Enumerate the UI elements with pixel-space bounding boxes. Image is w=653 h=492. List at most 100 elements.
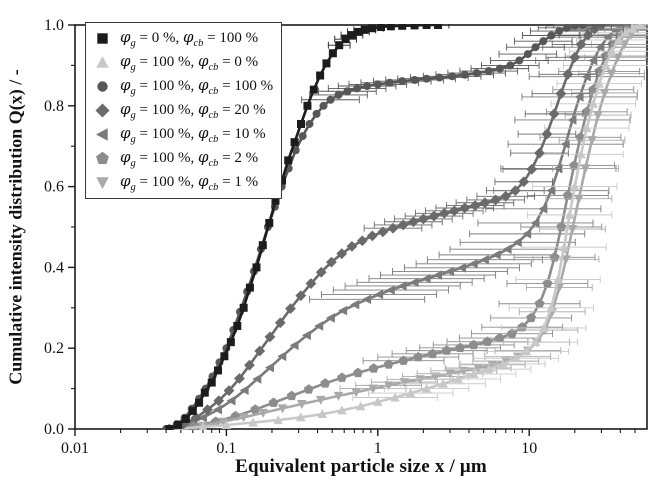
legend-label: φg = 100 %, φcb = 20 % — [120, 99, 266, 121]
data-marker-circle — [515, 56, 524, 65]
data-marker-triangle-up — [198, 421, 208, 430]
data-marker-triangle-down — [567, 225, 578, 235]
data-marker-triangle-down — [561, 255, 571, 265]
data-marker-diamond — [490, 194, 502, 206]
data-marker-triangle-down — [315, 395, 326, 405]
data-marker-triangle-up — [273, 415, 284, 425]
data-marker-diamond — [500, 190, 512, 202]
data-marker-triangle-left — [588, 55, 598, 66]
data-marker-square — [188, 406, 197, 415]
data-marker-diamond — [555, 88, 567, 100]
data-marker-circle — [555, 27, 564, 36]
data-marker-triangle-left — [374, 289, 384, 300]
y-tick-label: 1.0 — [44, 17, 64, 34]
y-tick-label: 0.6 — [44, 179, 64, 196]
data-marker-pentagon — [581, 106, 592, 117]
data-marker-diamond — [562, 68, 574, 80]
data-marker-triangle-up — [317, 409, 328, 419]
data-marker-pentagon — [526, 312, 537, 323]
data-marker-triangle-down — [473, 363, 483, 373]
data-marker-pentagon — [427, 348, 438, 359]
legend-item-g100-cb100: φg = 100 %, φcb = 100 % — [95, 75, 281, 98]
data-marker-square — [398, 24, 407, 30]
data-marker-triangle-left — [385, 285, 395, 295]
data-marker-triangle-left — [362, 294, 372, 305]
legend-marker-pentagon-icon — [96, 151, 109, 165]
data-marker-diamond — [526, 163, 538, 175]
data-marker-diamond — [469, 200, 481, 211]
data-marker-circle — [373, 80, 382, 89]
data-marker-square — [328, 49, 337, 58]
data-marker-pentagon — [383, 359, 394, 369]
data-marker-triangle-up — [546, 302, 557, 312]
data-marker-square — [303, 101, 312, 110]
data-marker-triangle-left — [409, 277, 419, 288]
data-marker-triangle-down — [415, 375, 425, 385]
data-marker-triangle-down — [277, 404, 288, 414]
data-marker-square — [290, 138, 299, 147]
data-marker-triangle-up — [594, 78, 604, 88]
data-marker-triangle-down — [218, 417, 228, 427]
data-marker-circle — [319, 101, 328, 110]
data-marker-circle — [343, 87, 352, 96]
data-marker-triangle-up — [564, 209, 575, 219]
data-marker-triangle-up — [483, 364, 494, 374]
data-marker-triangle-left — [546, 185, 556, 196]
data-marker-square — [335, 41, 344, 50]
data-marker-circle — [472, 69, 481, 78]
y-tick-label: 0.4 — [44, 259, 64, 276]
data-marker-triangle-up — [295, 412, 306, 422]
data-marker-diamond — [356, 235, 368, 247]
data-marker-circle — [563, 24, 572, 32]
data-marker-square — [341, 35, 350, 44]
data-marker-square — [377, 24, 386, 32]
data-marker-pentagon — [368, 363, 379, 373]
data-marker-diamond — [223, 385, 235, 397]
data-marker-pentagon — [303, 384, 314, 394]
data-marker-triangle-up — [405, 388, 416, 398]
series-line — [168, 24, 603, 430]
data-marker-square — [422, 24, 431, 29]
data-marker-diamond — [305, 278, 317, 289]
data-marker-triangle-down — [606, 69, 617, 79]
data-marker-triangle-left — [314, 321, 324, 331]
legend-item-g0-cb100: φg = 0 %, φcb = 100 % — [95, 27, 281, 50]
data-marker-square — [368, 24, 377, 33]
data-marker-triangle-down — [599, 88, 610, 98]
data-marker-pentagon — [455, 342, 466, 352]
data-marker-diamond — [274, 317, 286, 329]
data-marker-square — [284, 156, 293, 165]
data-marker-diamond — [202, 404, 213, 416]
data-marker-triangle-left — [502, 244, 512, 255]
data-marker-triangle-up — [337, 405, 347, 415]
data-marker-pentagon — [517, 322, 528, 332]
data-marker-pentagon — [250, 404, 261, 414]
data-marker-triangle-up — [438, 378, 448, 388]
data-marker-circle — [398, 77, 407, 86]
data-marker-triangle-left — [457, 263, 467, 273]
data-marker-triangle-up — [569, 181, 580, 191]
data-marker-diamond — [428, 210, 440, 222]
data-marker-circle — [326, 95, 335, 104]
data-marker-diamond — [479, 197, 491, 209]
legend-label: φg = 0 %, φcb = 100 % — [120, 27, 259, 49]
data-marker-triangle-down — [613, 53, 623, 63]
data-marker-pentagon — [468, 339, 479, 350]
data-marker-pentagon — [337, 372, 347, 382]
data-marker-triangle-left — [538, 204, 548, 214]
data-marker-circle — [484, 67, 493, 76]
series-g100-cb2 — [168, 24, 648, 430]
x-tick-label: 10 — [521, 440, 537, 457]
data-marker-diamond — [397, 219, 409, 231]
y-tick-label: 0.0 — [44, 421, 64, 438]
data-marker-pentagon — [549, 252, 560, 262]
data-marker-triangle-up — [498, 358, 508, 368]
data-marker-triangle-left — [325, 313, 335, 323]
data-marker-triangle-left — [530, 218, 540, 228]
data-marker-triangle-left — [197, 412, 207, 423]
data-marker-circle — [448, 72, 457, 81]
legend-label: φg = 100 %, φcb = 10 % — [120, 124, 266, 146]
legend-label: φg = 100 %, φcb = 2 % — [120, 148, 259, 170]
data-marker-triangle-left — [277, 351, 287, 362]
data-marker-triangle-up — [530, 337, 541, 347]
